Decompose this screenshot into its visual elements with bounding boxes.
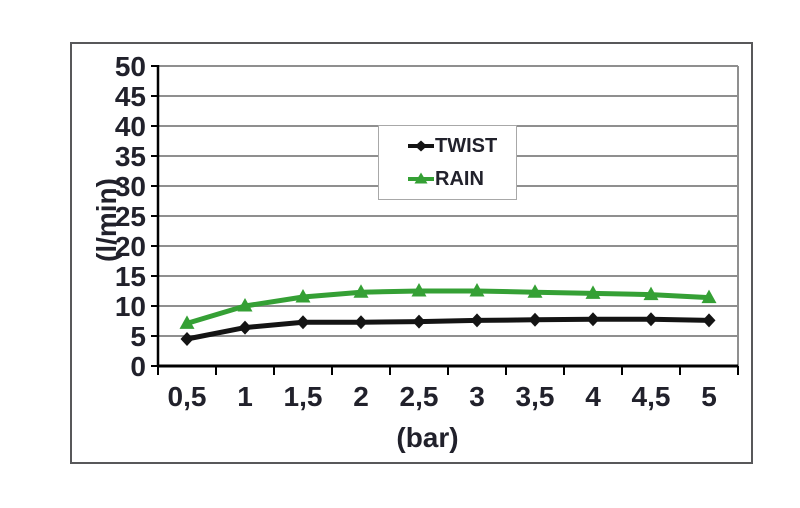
series-line-twist <box>184 316 712 342</box>
series-line-rain <box>184 288 712 326</box>
x-tick-label: 0,5 <box>168 381 207 412</box>
x-tick-label: 1,5 <box>284 381 323 412</box>
data-point-marker-twist <box>470 313 484 328</box>
y-tick-label: 0 <box>130 351 146 382</box>
y-tick-label: 15 <box>115 261 146 292</box>
x-tick-label: 2 <box>353 381 369 412</box>
y-tick-label: 50 <box>115 51 146 82</box>
rain-series-marker-icon <box>408 172 434 184</box>
x-tick-label: 4 <box>585 381 601 412</box>
chart-frame: 0 5 10 15 20 25 30 35 40 45 50 0,5 1 1,5 2 2,5 3 3,5 4 4,5 5… <box>70 42 753 464</box>
data-point-marker-rain <box>701 289 717 304</box>
x-tick-label: 5 <box>701 381 717 412</box>
data-point-marker-rain <box>295 289 311 303</box>
legend-entry-twist: TWIST <box>407 134 516 158</box>
data-point-marker-twist <box>354 315 368 330</box>
data-point-marker-twist <box>644 312 658 327</box>
legend-entry-rain: RAIN <box>407 167 516 191</box>
y-tick-label: 25 <box>115 201 146 232</box>
data-point-marker-rain <box>353 284 369 298</box>
data-point-marker-rain <box>527 284 543 298</box>
x-tick-label: 3 <box>469 381 485 412</box>
x-tick-label: 1 <box>237 381 253 412</box>
data-point-marker-twist <box>238 320 252 335</box>
data-point-marker-rain <box>237 298 253 312</box>
legend: TWIST RAIN <box>378 125 517 200</box>
y-tick-label: 35 <box>115 141 146 172</box>
data-point-marker-rain <box>643 286 659 301</box>
y-tick-label: 5 <box>130 321 146 352</box>
data-point-marker-twist <box>180 332 194 346</box>
data-point-marker-rain <box>411 283 427 297</box>
data-point-marker-rain <box>179 315 195 329</box>
data-point-marker-twist <box>412 314 426 329</box>
data-point-marker-rain <box>585 285 601 299</box>
y-tick-label: 10 <box>115 291 146 322</box>
data-point-marker-twist <box>296 315 310 330</box>
legend-label: RAIN <box>435 167 484 190</box>
y-tick-label: 30 <box>115 171 146 202</box>
data-point-marker-rain <box>469 283 485 297</box>
y-axis-label: (l/min) <box>91 178 122 262</box>
x-tick-label: 3,5 <box>516 381 555 412</box>
x-axis-label: (bar) <box>396 422 459 453</box>
y-tick-label: 45 <box>115 81 146 112</box>
x-tick-label: 2,5 <box>400 381 439 412</box>
data-point-marker-twist <box>528 312 542 327</box>
y-tick-label: 40 <box>115 111 146 142</box>
twist-series-marker-icon <box>408 140 434 152</box>
y-tick-label: 20 <box>115 231 146 262</box>
data-point-marker-twist <box>586 312 600 327</box>
legend-label: TWIST <box>435 135 498 158</box>
data-point-marker-twist <box>702 313 716 328</box>
x-tick-label: 4,5 <box>632 381 671 412</box>
